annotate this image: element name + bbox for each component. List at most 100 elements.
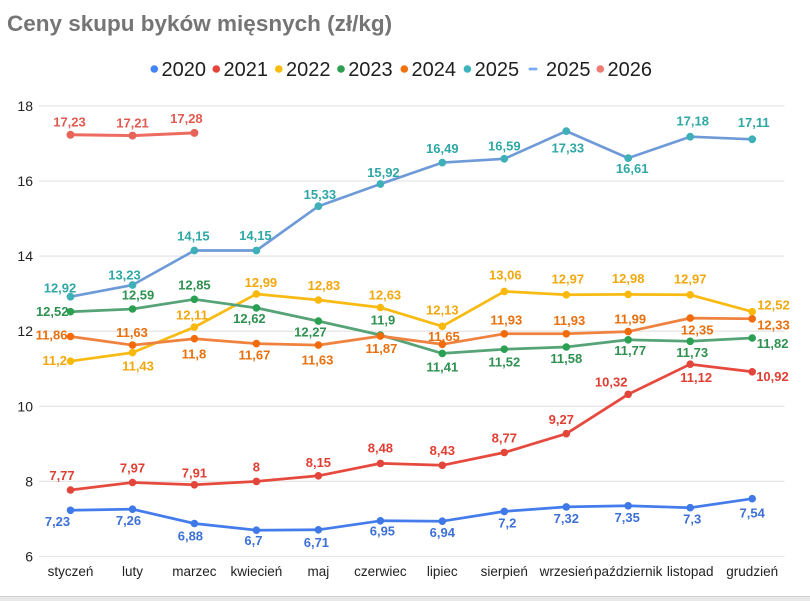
svg-text:październik: październik xyxy=(594,564,663,579)
svg-text:luty: luty xyxy=(122,564,143,579)
svg-text:11,52: 11,52 xyxy=(488,355,520,370)
svg-text:9,27: 9,27 xyxy=(549,412,574,427)
svg-text:11,43: 11,43 xyxy=(122,358,154,373)
svg-text:7,97: 7,97 xyxy=(120,461,145,476)
svg-text:12,85: 12,85 xyxy=(178,277,211,292)
svg-text:13,23: 13,23 xyxy=(108,268,141,283)
svg-text:17,18: 17,18 xyxy=(676,114,709,129)
svg-text:8,15: 8,15 xyxy=(306,455,331,470)
svg-text:7,91: 7,91 xyxy=(182,465,207,480)
svg-text:11,63: 11,63 xyxy=(301,353,333,368)
svg-text:17,33: 17,33 xyxy=(552,141,585,156)
svg-text:6,94: 6,94 xyxy=(430,525,456,540)
svg-text:2025: 2025 xyxy=(475,59,519,81)
svg-text:16,61: 16,61 xyxy=(616,161,649,176)
svg-text:maj: maj xyxy=(308,564,330,579)
svg-text:11,65: 11,65 xyxy=(428,329,460,344)
svg-text:17,28: 17,28 xyxy=(170,111,203,126)
svg-text:12,52: 12,52 xyxy=(757,298,790,313)
svg-text:grudzień: grudzień xyxy=(726,564,778,579)
svg-text:7,26: 7,26 xyxy=(116,513,141,528)
svg-text:lipiec: lipiec xyxy=(427,564,458,579)
svg-text:12,63: 12,63 xyxy=(369,288,402,303)
svg-text:2024: 2024 xyxy=(412,59,457,81)
svg-text:8,48: 8,48 xyxy=(368,440,393,455)
svg-text:17,21: 17,21 xyxy=(116,116,149,131)
svg-text:6,95: 6,95 xyxy=(370,523,395,538)
svg-text:7,23: 7,23 xyxy=(45,514,70,529)
svg-text:11,58: 11,58 xyxy=(550,351,582,366)
svg-text:7,3: 7,3 xyxy=(683,512,701,527)
svg-text:kwiecień: kwiecień xyxy=(231,564,283,579)
svg-text:12,83: 12,83 xyxy=(308,278,341,293)
svg-text:8,43: 8,43 xyxy=(430,443,455,458)
svg-text:12,27: 12,27 xyxy=(294,325,327,340)
svg-text:11,2: 11,2 xyxy=(42,353,67,368)
svg-text:12,98: 12,98 xyxy=(612,271,645,286)
svg-text:11,9: 11,9 xyxy=(371,313,396,328)
svg-text:11,82: 11,82 xyxy=(757,336,789,351)
svg-text:12,11: 12,11 xyxy=(176,308,208,323)
svg-text:7,35: 7,35 xyxy=(615,510,640,525)
svg-text:13,06: 13,06 xyxy=(489,267,522,282)
svg-text:12: 12 xyxy=(17,323,33,339)
svg-text:6,88: 6,88 xyxy=(178,529,203,544)
svg-text:8: 8 xyxy=(25,473,33,489)
svg-text:14: 14 xyxy=(17,248,33,264)
svg-text:12,97: 12,97 xyxy=(552,271,585,286)
svg-text:14,15: 14,15 xyxy=(177,229,210,244)
svg-text:11,67: 11,67 xyxy=(238,348,270,363)
svg-text:2021: 2021 xyxy=(224,59,269,81)
svg-text:12,97: 12,97 xyxy=(674,271,707,286)
svg-text:7,77: 7,77 xyxy=(49,468,74,483)
svg-text:12,52: 12,52 xyxy=(36,304,69,319)
svg-text:marzec: marzec xyxy=(172,564,217,579)
svg-text:11,99: 11,99 xyxy=(614,312,646,327)
svg-text:11,41: 11,41 xyxy=(426,359,458,374)
svg-text:sierpień: sierpień xyxy=(481,564,528,579)
svg-text:17,11: 17,11 xyxy=(738,115,770,130)
svg-text:6: 6 xyxy=(25,549,33,565)
svg-text:2020: 2020 xyxy=(162,59,207,81)
svg-text:11,12: 11,12 xyxy=(680,370,712,385)
svg-text:listopad: listopad xyxy=(667,564,714,579)
svg-text:16,59: 16,59 xyxy=(488,138,521,153)
svg-text:15,92: 15,92 xyxy=(367,165,400,180)
svg-text:11,93: 11,93 xyxy=(553,313,585,328)
svg-text:2025: 2025 xyxy=(546,59,591,81)
svg-text:7,2: 7,2 xyxy=(498,515,516,530)
svg-text:Ceny skupu byków mięsnych (zł/: Ceny skupu byków mięsnych (zł/kg) xyxy=(7,11,392,36)
svg-text:6,7: 6,7 xyxy=(244,533,262,548)
svg-text:12,62: 12,62 xyxy=(233,311,266,326)
svg-text:12,13: 12,13 xyxy=(426,302,459,317)
svg-text:11,86: 11,86 xyxy=(36,328,68,343)
svg-text:14,15: 14,15 xyxy=(239,228,272,243)
svg-text:10,92: 10,92 xyxy=(756,369,789,384)
svg-text:2023: 2023 xyxy=(348,59,393,81)
svg-text:18: 18 xyxy=(17,98,33,114)
svg-text:12,59: 12,59 xyxy=(122,288,155,303)
svg-text:6,71: 6,71 xyxy=(304,535,329,550)
svg-text:12,33: 12,33 xyxy=(757,317,790,332)
svg-text:8,77: 8,77 xyxy=(492,431,517,446)
svg-text:11,63: 11,63 xyxy=(116,325,148,340)
svg-text:7,54: 7,54 xyxy=(740,506,766,521)
svg-text:styczeń: styczeń xyxy=(48,564,94,579)
svg-text:16,49: 16,49 xyxy=(426,141,459,156)
svg-text:17,23: 17,23 xyxy=(53,114,86,129)
svg-text:2022: 2022 xyxy=(286,59,331,81)
svg-text:16: 16 xyxy=(17,173,33,189)
svg-text:12,35: 12,35 xyxy=(681,323,714,338)
svg-text:7,32: 7,32 xyxy=(554,511,579,526)
svg-text:czerwiec: czerwiec xyxy=(354,564,407,579)
svg-text:10,32: 10,32 xyxy=(595,374,628,389)
svg-text:10: 10 xyxy=(17,398,33,414)
svg-text:8: 8 xyxy=(253,459,260,474)
svg-text:2026: 2026 xyxy=(608,59,653,81)
svg-text:11,8: 11,8 xyxy=(182,347,207,362)
svg-text:11,73: 11,73 xyxy=(676,345,708,360)
svg-text:11,87: 11,87 xyxy=(365,341,397,356)
svg-text:11,77: 11,77 xyxy=(614,343,646,358)
svg-text:12,92: 12,92 xyxy=(44,281,77,296)
svg-text:wrzesień: wrzesień xyxy=(539,564,593,579)
